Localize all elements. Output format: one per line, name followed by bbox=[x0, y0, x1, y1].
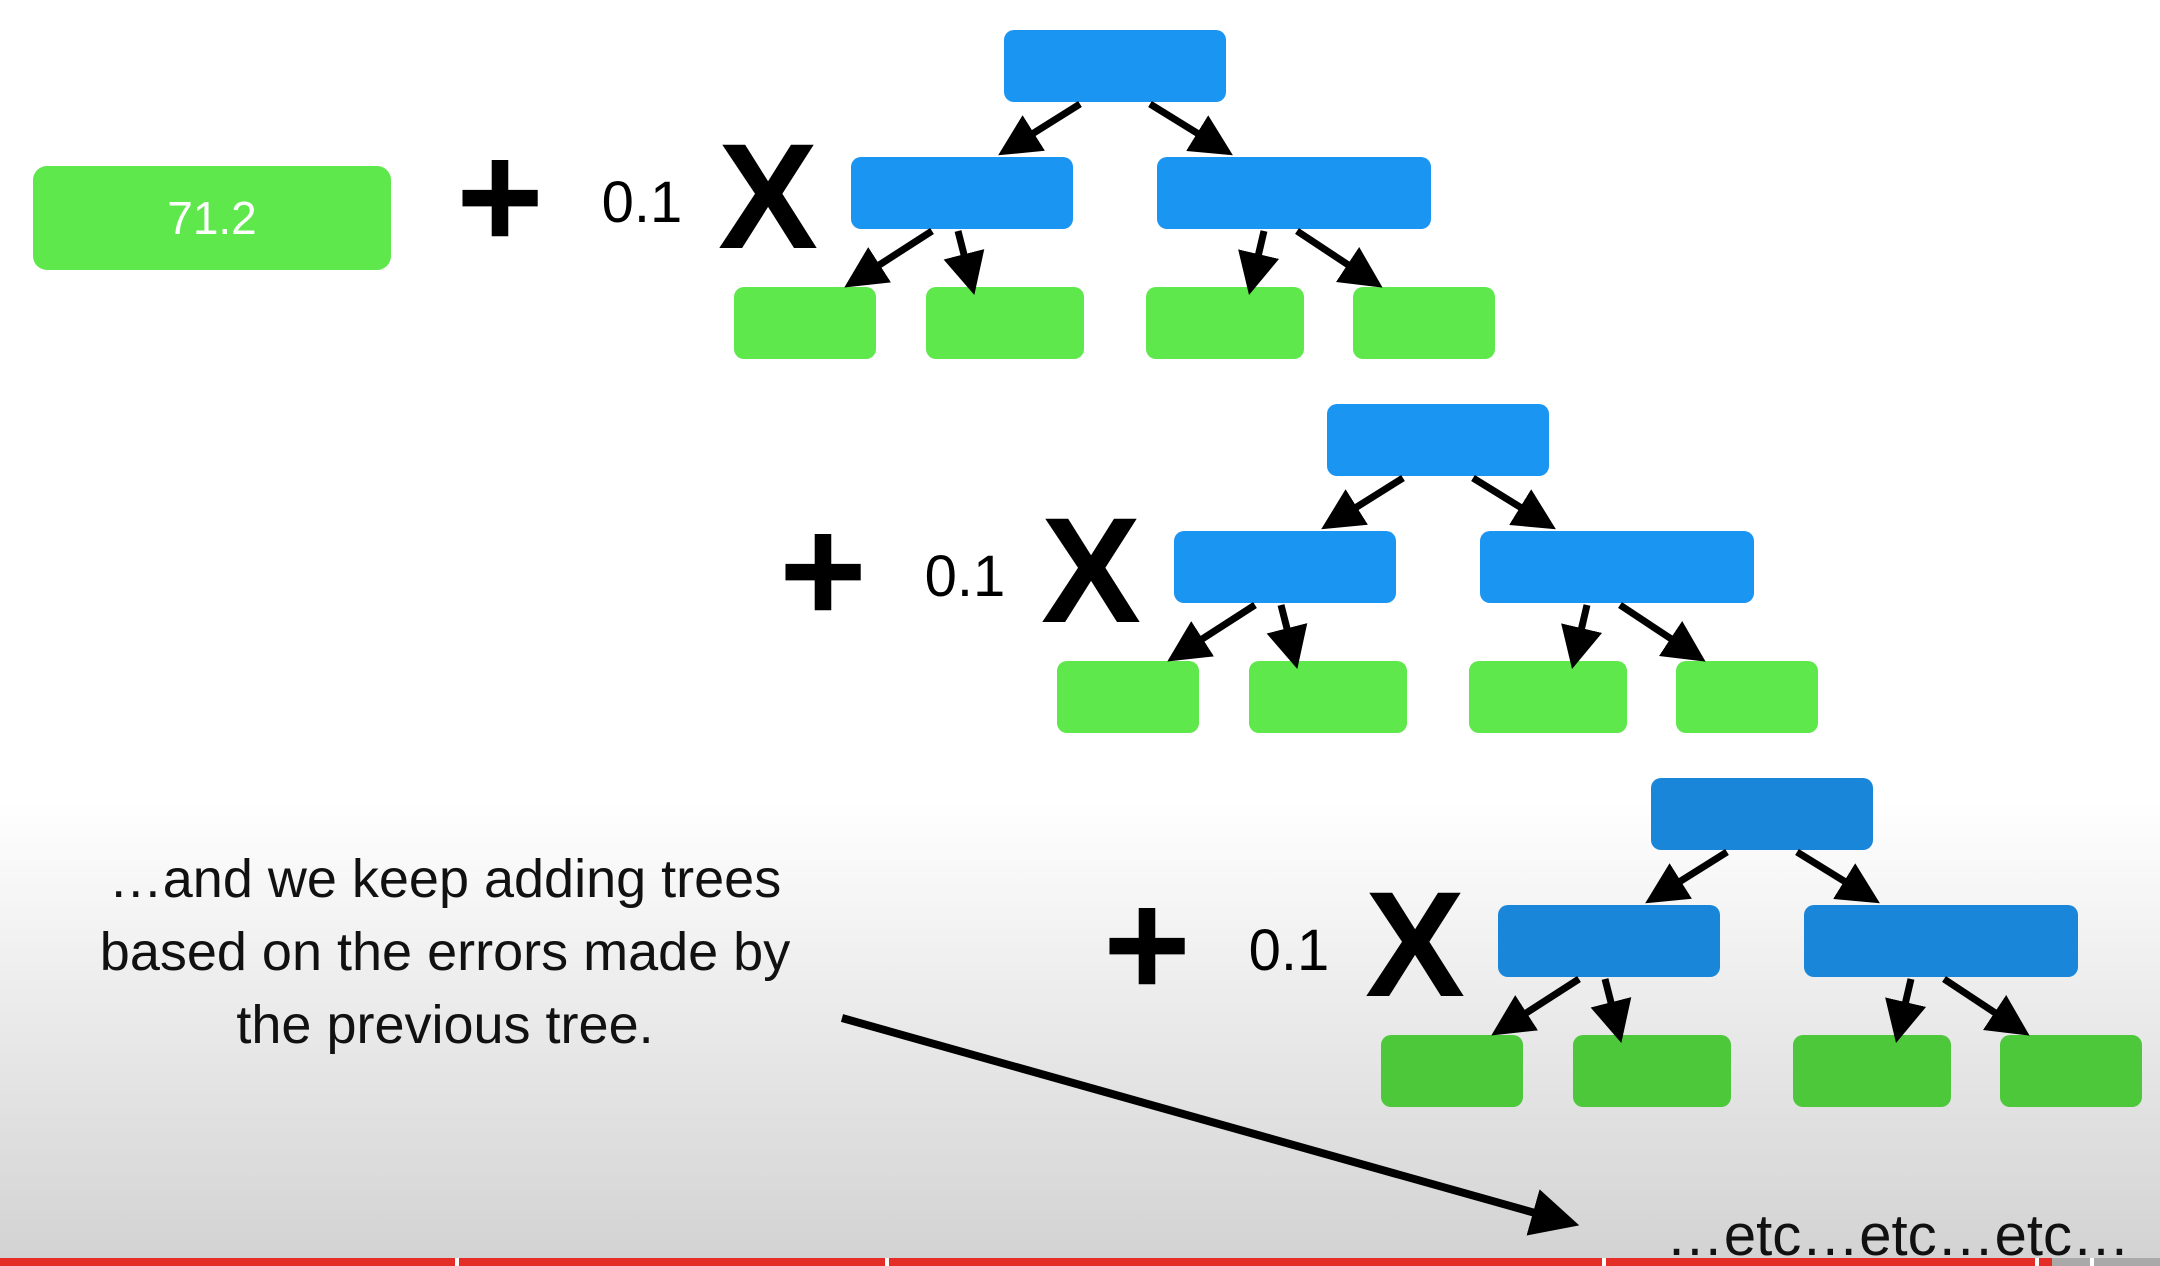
tree-arrow bbox=[844, 228, 934, 288]
tree-arrow bbox=[1238, 230, 1280, 296]
tree-arrow bbox=[1321, 475, 1405, 530]
chapter-marker bbox=[2090, 1258, 2094, 1266]
tree-arrow bbox=[1942, 976, 2030, 1036]
continuation-arrow bbox=[840, 1014, 1580, 1236]
learning-rate: 0.1 bbox=[925, 544, 1006, 609]
leaf-node bbox=[2000, 1035, 2142, 1107]
tree-arrow bbox=[1645, 849, 1729, 904]
leaf-node bbox=[1057, 661, 1199, 733]
leaf-node bbox=[1381, 1035, 1523, 1107]
tree-arrow bbox=[1148, 101, 1233, 156]
chapter-marker bbox=[455, 1258, 459, 1266]
video-progress-bar[interactable] bbox=[0, 1258, 2052, 1266]
root-node bbox=[1004, 30, 1226, 102]
root-node bbox=[1327, 404, 1549, 476]
internal-node-left bbox=[851, 157, 1073, 229]
decision-tree bbox=[734, 30, 1495, 359]
multiply-sign: X bbox=[718, 112, 818, 280]
tree-arrow bbox=[1561, 604, 1603, 670]
internal-node-right bbox=[1480, 531, 1754, 603]
leaf-node bbox=[1573, 1035, 1731, 1107]
leaf-node bbox=[1676, 661, 1818, 733]
tree-arrow bbox=[1885, 978, 1927, 1044]
tree-arrow bbox=[1295, 228, 1383, 288]
plus-sign: + bbox=[1103, 860, 1191, 1028]
internal-node-right bbox=[1157, 157, 1431, 229]
internal-node-left bbox=[1174, 531, 1396, 603]
internal-node-left bbox=[1498, 905, 1720, 977]
tree-term: +0.1 X bbox=[779, 404, 1818, 733]
tree-arrow bbox=[943, 230, 985, 295]
multiply-sign: X bbox=[1365, 860, 1465, 1028]
tree-arrow bbox=[1491, 976, 1581, 1036]
decision-tree bbox=[1057, 404, 1818, 733]
tree-term: +0.1 X bbox=[456, 30, 1495, 359]
root-node bbox=[1651, 778, 1873, 850]
plus-sign: + bbox=[456, 112, 544, 280]
tree-arrow bbox=[1618, 602, 1706, 662]
leaf-node bbox=[1469, 661, 1627, 733]
caption-line-3: the previous tree. bbox=[236, 995, 653, 1055]
tree-arrow bbox=[998, 101, 1082, 156]
tree-term: +0.1 X bbox=[1103, 778, 2142, 1107]
caption-line-2: based on the errors made by bbox=[100, 922, 790, 982]
tree-arrow bbox=[1471, 475, 1556, 530]
learning-rate: 0.1 bbox=[602, 170, 683, 235]
chapter-marker bbox=[2035, 1258, 2039, 1266]
continuation-text: …etc…etc…etc… bbox=[1666, 1203, 2130, 1266]
leaf-node bbox=[926, 287, 1084, 359]
tree-arrow bbox=[1167, 602, 1257, 662]
chapter-marker bbox=[885, 1258, 889, 1266]
tree-arrow bbox=[1266, 604, 1308, 669]
multiply-sign: X bbox=[1041, 486, 1141, 654]
initial-prediction-leaf: 71.2 bbox=[33, 166, 391, 270]
learning-rate: 0.1 bbox=[1249, 918, 1330, 983]
leaf-node bbox=[1146, 287, 1304, 359]
leaf-node bbox=[1353, 287, 1495, 359]
leaf-node bbox=[1249, 661, 1407, 733]
internal-node-right bbox=[1804, 905, 2078, 977]
plus-sign: + bbox=[779, 486, 867, 654]
caption-line-1: …and we keep adding trees bbox=[109, 849, 781, 909]
leaf-node bbox=[734, 287, 876, 359]
leaf-node bbox=[1793, 1035, 1951, 1107]
decision-tree bbox=[1381, 778, 2142, 1107]
initial-prediction-value: 71.2 bbox=[167, 192, 257, 244]
tree-arrow bbox=[1590, 978, 1632, 1043]
chapter-marker bbox=[1602, 1258, 1606, 1266]
caption: …and we keep adding trees based on the e… bbox=[100, 849, 790, 1055]
tree-arrow bbox=[1795, 849, 1880, 904]
